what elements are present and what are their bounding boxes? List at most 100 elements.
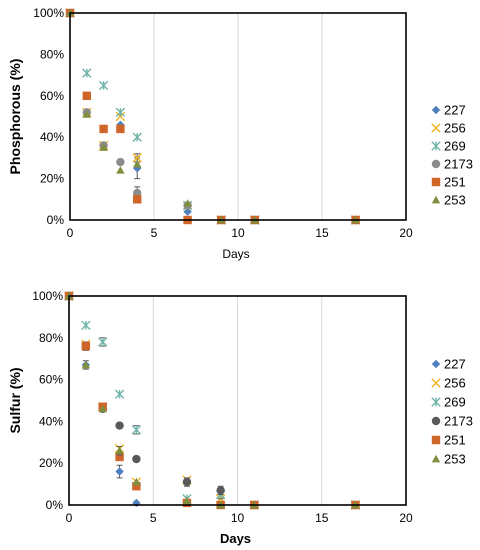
data-point <box>115 452 124 462</box>
data-point <box>132 132 142 142</box>
legend-item: 251 <box>431 433 466 448</box>
legend-item: 256 <box>431 121 466 136</box>
y-tick-label: 0% <box>46 498 64 512</box>
y-tick-label: 100% <box>32 289 63 303</box>
series-227 <box>64 291 360 510</box>
data-point <box>132 498 141 508</box>
data-point <box>98 337 108 347</box>
series-269 <box>64 291 361 510</box>
data-point <box>115 446 124 455</box>
x-tick-label: 10 <box>231 511 245 525</box>
x-tick-label: 15 <box>315 226 329 240</box>
legend-marker <box>431 105 441 115</box>
legend-marker <box>431 141 441 151</box>
series-2173 <box>64 291 360 510</box>
y-tick-label: 20% <box>39 456 63 470</box>
series-251 <box>65 8 360 225</box>
data-point <box>132 454 141 464</box>
series-253 <box>64 291 360 509</box>
legend-marker <box>431 397 441 407</box>
data-point <box>99 124 108 134</box>
data-point <box>82 91 91 100</box>
legend-marker <box>431 159 441 169</box>
data-point <box>115 467 124 476</box>
legend-label: 2173 <box>444 414 473 429</box>
legend-item: 2173 <box>431 414 473 429</box>
legend-label: 269 <box>444 139 466 154</box>
x-tick-label: 20 <box>399 511 413 525</box>
legend-label: 256 <box>444 121 466 136</box>
data-point <box>81 360 91 369</box>
data-point <box>99 143 108 151</box>
series-269 <box>65 8 361 225</box>
y-tick-label: 0% <box>47 213 65 227</box>
y-tick-label: 80% <box>39 331 63 345</box>
series-256 <box>65 8 361 225</box>
legend-marker <box>431 123 441 133</box>
legend-label: 269 <box>444 395 466 410</box>
legend-label: 251 <box>444 175 466 190</box>
data-point <box>133 195 142 204</box>
data-point <box>131 425 142 435</box>
legend-marker <box>431 359 441 369</box>
y-tick-label: 40% <box>39 414 63 428</box>
legend-item: 253 <box>431 452 466 467</box>
legend-marker <box>431 195 441 204</box>
x-axis-label: Days <box>220 531 251 546</box>
legend-marker <box>431 435 441 445</box>
data-point <box>98 404 107 413</box>
data-point <box>98 80 109 91</box>
legend-label: 227 <box>444 357 466 372</box>
x-tick-label: 20 <box>399 226 413 240</box>
x-tick-label: 10 <box>231 226 245 240</box>
data-point <box>183 199 192 207</box>
legend-item: 227 <box>431 103 466 118</box>
x-tick-label: 0 <box>66 511 73 525</box>
data-point <box>216 486 225 495</box>
legend-label: 2173 <box>444 157 473 172</box>
x-tick-label: 0 <box>67 226 74 240</box>
data-point <box>116 166 125 174</box>
legend-label: 227 <box>444 103 466 118</box>
data-point <box>133 159 142 168</box>
series-256 <box>64 291 361 510</box>
x-tick-label: 5 <box>151 226 158 240</box>
data-point <box>114 389 125 399</box>
legend-label: 256 <box>444 376 466 391</box>
data-point <box>132 481 141 491</box>
legend-item: 253 <box>431 193 466 208</box>
x-axis-label: Days <box>222 247 249 261</box>
plot-frame <box>68 295 407 506</box>
y-tick-label: 60% <box>40 89 64 103</box>
data-point <box>82 110 91 118</box>
data-point <box>132 153 142 163</box>
legend-item: 251 <box>431 175 466 190</box>
legend-marker <box>431 177 441 187</box>
legend-item: 2173 <box>431 157 473 172</box>
data-point <box>81 320 91 330</box>
series-251 <box>64 291 360 510</box>
data-point <box>81 341 91 351</box>
data-point <box>182 496 192 505</box>
data-point <box>116 157 125 167</box>
y-tick-label: 40% <box>40 130 64 144</box>
data-point <box>132 477 141 486</box>
y-tick-label: 60% <box>39 373 63 387</box>
legend-label: 251 <box>444 433 466 448</box>
legend-marker <box>431 454 441 463</box>
series-2173 <box>65 8 360 225</box>
x-tick-label: 5 <box>150 511 157 525</box>
y-tick-label: 80% <box>40 47 64 61</box>
x-tick-label: 15 <box>315 511 329 525</box>
y-axis-label: Phosphorous (%) <box>7 59 23 175</box>
legend-item: 269 <box>431 139 466 154</box>
phosphorous-chart: 0 5 10 15 20 0% 20% 40% 60% 80% 100% Days Phosphorou… <box>7 6 473 261</box>
y-tick-label: 20% <box>40 172 64 186</box>
series-253 <box>65 8 360 224</box>
data-point <box>115 107 126 118</box>
legend-item: 269 <box>431 395 466 410</box>
legend-marker <box>431 378 441 388</box>
legend-marker <box>431 416 441 426</box>
plot-frame <box>69 12 407 221</box>
